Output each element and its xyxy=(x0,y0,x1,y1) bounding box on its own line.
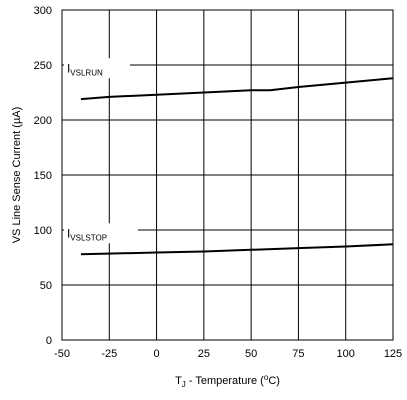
y-axis-title: VS Line Sense Current (µA) xyxy=(11,107,23,244)
y-tick-label: 0 xyxy=(46,335,52,347)
x-tick-label: 0 xyxy=(154,348,160,360)
series-label-symbol: I xyxy=(67,226,70,240)
y-axis-ticks: 0 50 100 150 200 250 300 xyxy=(34,5,52,347)
y-tick-label: 300 xyxy=(34,5,52,17)
y-tick-label: 250 xyxy=(34,60,52,72)
x-axis-title-unit: C) xyxy=(268,375,280,387)
series-label-vslstop: IVSLSTOP xyxy=(67,226,107,242)
x-tick-label: 125 xyxy=(384,348,402,360)
series-line-vslstop xyxy=(80,243,394,256)
series-label-vslrun: IVSLRUN xyxy=(67,61,103,77)
x-tick-label: 50 xyxy=(245,348,257,360)
x-axis-ticks: -50 -25 0 25 50 75 100 125 xyxy=(54,348,402,360)
x-axis-title: TJ - Temperature (oC) xyxy=(175,373,280,389)
series-label-background xyxy=(63,223,138,244)
plot-frame xyxy=(61,9,394,341)
series-label-subscript: VSLSTOP xyxy=(70,233,107,242)
y-tick-label: 200 xyxy=(34,115,52,127)
x-axis-title-degree: o xyxy=(264,373,269,382)
series-lines xyxy=(80,77,394,256)
series-line-vslrun xyxy=(80,77,394,101)
y-tick-label: 100 xyxy=(34,225,52,237)
x-tick-label: -50 xyxy=(54,348,70,360)
x-tick-label: 25 xyxy=(198,348,210,360)
series-label-background xyxy=(63,58,130,79)
x-tick-label: 75 xyxy=(292,348,304,360)
series-label-symbol: I xyxy=(67,61,70,75)
x-axis-title-text: - Temperature ( xyxy=(186,375,264,387)
x-axis-title-symbol: T xyxy=(175,375,182,387)
y-tick-label: 150 xyxy=(34,170,52,182)
x-tick-label: 100 xyxy=(337,348,355,360)
series-label-subscript: VSLRUN xyxy=(70,68,103,77)
y-tick-label: 50 xyxy=(40,280,52,292)
x-tick-label: -25 xyxy=(101,348,117,360)
x-axis-title-subscript: J xyxy=(182,380,186,389)
